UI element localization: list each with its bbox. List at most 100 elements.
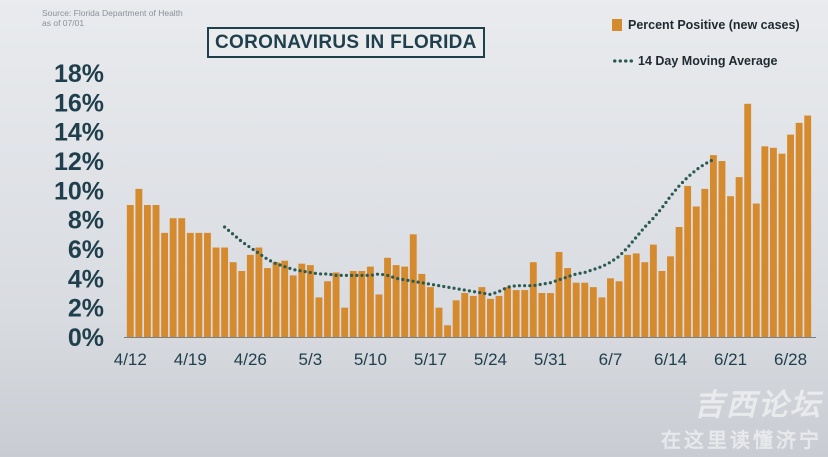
bar [632,253,640,337]
moving-average-point [651,217,655,221]
moving-average-point [442,284,446,289]
bar [135,188,143,337]
bar [401,266,409,337]
moving-average-point [677,184,681,188]
y-tick-label: 12% [54,148,104,176]
moving-average-point [421,281,425,285]
bar [581,282,589,337]
bar [564,268,572,337]
moving-average-point [318,272,323,276]
bar [787,134,794,337]
bar [692,206,700,337]
moving-average-point [700,164,704,168]
moving-average-point [426,282,431,286]
moving-average-point [355,273,359,277]
bar [555,251,563,337]
legend-label-average: 14 Day Moving Average [638,54,778,68]
x-tick-label: 5/17 [414,350,447,369]
bar [718,161,726,337]
bar [487,298,494,337]
bar [752,203,760,337]
moving-average-point [607,261,611,265]
chart-title: CORONAVIRUS IN FLORIDA [207,27,485,58]
y-tick-label: 2% [68,295,104,323]
bar [161,232,169,337]
moving-average-point [553,279,557,283]
x-tick-label: 4/19 [174,350,207,369]
bar [358,271,366,337]
moving-average-point [401,277,405,282]
bar [529,262,537,337]
moving-average-point [692,170,696,174]
legend-label-bars: Percent Positive (new cases) [628,18,800,32]
moving-average-point [396,277,400,281]
moving-average-point [670,192,674,196]
bar [341,307,349,337]
bar [298,263,306,337]
moving-average-point [705,161,709,165]
moving-average-point [243,242,247,246]
bar [126,205,134,337]
moving-average-point [406,278,410,282]
moving-average-point [627,244,631,248]
x-tick-label: 4/26 [234,350,267,369]
moving-average-point [661,205,665,209]
y-tick-label: 0% [68,324,104,352]
bar-swatch-icon [612,19,622,31]
moving-average-point [339,273,343,277]
moving-average-point [283,265,287,269]
y-tick-label: 16% [54,89,104,117]
moving-average-point [633,236,638,240]
bar [221,247,229,337]
bar [512,290,520,337]
moving-average-point [684,177,688,181]
source-note: Source: Florida Department of Health as … [42,8,183,28]
bar [478,287,486,337]
bar [281,260,289,337]
moving-average-point [623,248,628,252]
as-of-date: as of 07/01 [42,18,85,28]
bar [366,266,374,337]
moving-average-point [381,272,385,277]
y-tick-label: 6% [68,236,104,264]
moving-average-point [543,282,547,286]
bar [238,271,246,337]
moving-average-point [251,247,255,252]
moving-average-point [344,273,349,277]
moving-average-point [365,273,369,277]
bar [804,115,812,337]
moving-average-point [467,289,472,293]
watermark-line2: 在这里读懂济宁 [661,428,822,452]
x-tick-label: 5/3 [299,350,323,369]
bar [641,262,649,337]
y-tick-label: 10% [54,177,104,205]
bar [727,196,734,337]
moving-average-point [640,228,644,232]
bar [289,275,297,337]
moving-average-point [493,291,497,295]
moving-average-point [226,228,231,232]
bar [658,271,666,337]
bar [538,293,546,337]
moving-average-point [588,269,592,273]
moving-average-point [238,238,243,243]
moving-average-point [688,173,692,177]
x-tick-label: 5/31 [534,350,567,369]
moving-average-point [488,292,492,296]
bar [675,227,683,337]
bar [435,307,443,337]
bar [795,122,803,338]
y-tick-label: 18% [54,60,104,88]
bar [461,293,469,337]
moving-average-point [673,188,678,192]
moving-average-point [533,283,537,287]
moving-average-point [507,285,511,289]
moving-average-point [598,265,602,269]
x-tick-label: 6/21 [714,350,747,369]
bar [204,232,211,337]
moving-average-point [431,283,436,287]
bar [306,265,314,337]
moving-average-point [664,200,668,205]
bar [384,257,391,337]
